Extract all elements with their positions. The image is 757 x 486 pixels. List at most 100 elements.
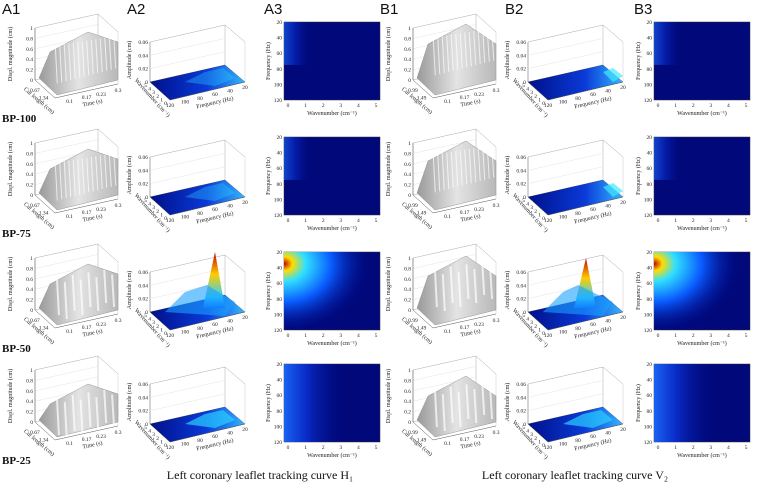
x-tick-label: 60 — [590, 434, 596, 440]
caption: Left coronary leaflet tracking curve V₂ — [482, 468, 668, 482]
y-tick-label: 60 — [647, 166, 653, 172]
column-label: A3 — [264, 1, 282, 18]
x-tick-label: 1 — [304, 445, 307, 451]
surface-ridge — [464, 32, 468, 68]
y-tick-label: 80 — [647, 409, 653, 415]
surface-ridge — [455, 151, 459, 187]
surface-ridge — [103, 389, 108, 424]
x-tick-label: 0.23 — [474, 92, 484, 98]
z-tick-label: 0 — [408, 308, 411, 314]
column-label: B3 — [634, 1, 652, 18]
x-tick-label: 0.1 — [444, 441, 451, 447]
surface-ridge — [432, 37, 436, 76]
z-tick-label: 0.02 — [138, 409, 148, 415]
axis-line — [149, 24, 226, 43]
surface-ridge — [473, 31, 477, 66]
axis-line — [149, 254, 226, 273]
y-axis-label: Frequency (Hz) — [265, 384, 272, 422]
surface-ridge — [457, 391, 462, 428]
z-tick-label: 0.6 — [26, 277, 33, 283]
y-tick-label: 4 — [148, 87, 151, 93]
x-axis-label: Time (s) — [82, 440, 103, 451]
surface-ridge — [72, 42, 76, 79]
z-tick-label: 0.6 — [26, 389, 33, 395]
z-tick-label: 0 — [523, 80, 526, 86]
x-tick-label: 0.23 — [474, 434, 484, 440]
axis-line — [54, 198, 119, 214]
y-tick-label: 0.99 — [408, 88, 418, 94]
z-tick-label: 0.04 — [516, 395, 526, 401]
x-tick-label: 5 — [375, 218, 378, 224]
x-tick-label: 0.3 — [115, 203, 122, 209]
z-tick-label: 0.8 — [404, 151, 411, 157]
x-axis-label: Wavenumber (cm⁻¹) — [307, 452, 357, 459]
x-tick-label: 2 — [692, 103, 695, 109]
surface-ridge — [477, 147, 481, 182]
x-axis-label: Time (s) — [460, 328, 481, 339]
surface-ridge — [103, 269, 108, 304]
x-tick-label: 4 — [727, 218, 730, 224]
y-tick-label: 120 — [274, 328, 283, 334]
x-tick-label: 5 — [375, 333, 378, 339]
x-tick-label: 4 — [357, 103, 360, 109]
axis-line — [602, 366, 624, 385]
z-tick-label: 1 — [30, 26, 33, 32]
surface-ridge — [71, 394, 76, 432]
y-tick-label: 1.49 — [417, 96, 427, 102]
y-tick-label: 60 — [647, 51, 653, 57]
y-tick-label: 20 — [647, 20, 653, 26]
y-tick-label: 40 — [647, 266, 653, 272]
z-tick-label: 0 — [145, 195, 148, 201]
x-tick-label: 0 — [657, 103, 660, 109]
heatmap-band — [284, 22, 313, 65]
z-tick-label: 0.4 — [404, 287, 411, 293]
x-tick-label: 1 — [674, 445, 677, 451]
axis-line — [34, 366, 99, 381]
x-tick-label: 120 — [544, 445, 553, 451]
x-tick-label: 0 — [287, 333, 290, 339]
surface-ridge — [87, 392, 92, 428]
y-tick-label: 100 — [644, 312, 653, 318]
z-axis-label: Displ. magnitude (cm) — [385, 142, 392, 196]
z-tick-label: 0.8 — [404, 266, 411, 272]
y-tick-label: 120 — [644, 213, 653, 219]
axis-line — [547, 423, 624, 443]
y-tick-label: 80 — [647, 297, 653, 303]
surface-ridge — [459, 33, 463, 69]
axis-line — [412, 13, 477, 29]
x-tick-label: 1 — [304, 218, 307, 224]
surface-ridge — [59, 161, 63, 200]
surface-ridge — [464, 149, 468, 185]
surface-ridge — [473, 269, 478, 304]
axis-line — [547, 311, 624, 331]
x-tick-label: 0.17 — [82, 210, 92, 216]
y-tick-label: 0 — [164, 101, 167, 107]
surface-ridge — [432, 154, 436, 193]
z-tick-label: 0.2 — [404, 68, 411, 74]
x-tick-label: 20 — [620, 427, 626, 433]
y-tick-label: 20 — [277, 135, 283, 141]
z-tick-label: 0.06 — [138, 155, 148, 161]
x-axis-label: Time (s) — [460, 213, 481, 224]
surface-plot — [416, 255, 497, 326]
z-tick-label: 0 — [30, 420, 33, 426]
y-tick-label: 80 — [277, 409, 283, 415]
x-tick-label: 60 — [212, 207, 218, 213]
x-tick-label: 0.23 — [474, 207, 484, 213]
y-tick-label: 3 — [530, 205, 533, 211]
y-tick-label: 60 — [277, 281, 283, 287]
y-tick-label: 1.34 — [39, 326, 49, 332]
surface-ridge — [491, 145, 495, 178]
surface-ridge — [449, 386, 454, 424]
y-tick-label: 1.34 — [39, 438, 49, 444]
axis-line — [527, 38, 604, 56]
y-tick-label: 100 — [274, 82, 283, 88]
y-tick-label: 3 — [530, 432, 533, 438]
z-axis-label: Displ. magnitude (cm) — [7, 369, 14, 423]
y-tick-label: 120 — [644, 328, 653, 334]
x-tick-label: 120 — [166, 333, 175, 339]
x-tick-label: 3 — [709, 103, 712, 109]
y-tick-label: 0.67 — [30, 318, 40, 324]
x-tick-label: 4 — [727, 333, 730, 339]
x-tick-label: 60 — [212, 92, 218, 98]
